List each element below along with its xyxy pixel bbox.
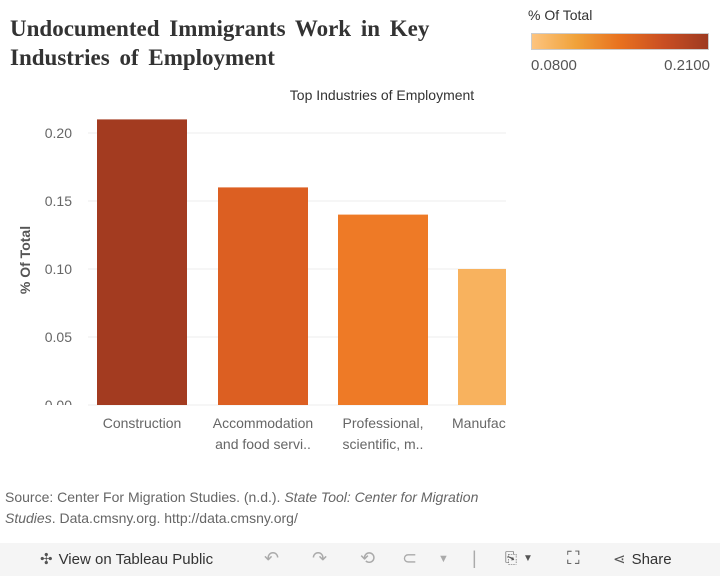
y-tick-label: 0.10 xyxy=(45,261,72,277)
view-on-tableau-button[interactable]: ✣ View on Tableau Public xyxy=(40,550,214,569)
y-axis-label: % Of Total xyxy=(17,226,33,294)
bar xyxy=(338,214,428,405)
tableau-logo-icon: ✣ xyxy=(40,551,53,568)
source-citation: Source: Center For Migration Studies. (n… xyxy=(5,487,485,529)
chart-title: Top Industries of Employment xyxy=(290,87,475,103)
view-on-tableau-label: View on Tableau Public xyxy=(58,550,214,568)
bar xyxy=(218,187,308,405)
legend-min: 0.0800 xyxy=(531,57,577,74)
x-tick-label: Manufac xyxy=(452,415,506,431)
x-tick-label: Professional, xyxy=(343,415,424,431)
refresh-dropdown-icon[interactable]: ▼ xyxy=(438,553,449,565)
bar-chart: Top Industries of Employment % Of Total 0.… xyxy=(17,87,506,452)
legend-title: % Of Total xyxy=(528,7,593,23)
download-dropdown-icon[interactable]: ▼ xyxy=(523,553,533,564)
y-tick-label: 0.20 xyxy=(45,125,72,141)
y-tick-label: 0.05 xyxy=(45,329,72,345)
dashboard-title: Undocumented Immigrants Work in Key Indu… xyxy=(10,16,430,70)
fullscreen-icon[interactable]: ⛶ xyxy=(567,548,580,568)
refresh-icon[interactable]: ⊂ xyxy=(402,548,418,568)
redo-icon[interactable]: ↷ xyxy=(312,548,328,568)
source-url: . Data.cmsny.org. http://data.cmsny.org/ xyxy=(51,510,298,526)
toolbar-divider: | xyxy=(472,548,477,568)
source-text: Source: Center For Migration Studies. (n… xyxy=(5,489,285,505)
y-tick-label: 0.15 xyxy=(45,193,72,209)
share-button[interactable]: ⋖ Share xyxy=(613,550,672,569)
x-tick-label: Construction xyxy=(103,415,182,431)
bar xyxy=(97,119,187,405)
x-tick-label: scientific, m.. xyxy=(343,436,424,452)
bar xyxy=(458,269,506,405)
color-legend-gradient xyxy=(531,33,709,50)
undo-icon[interactable]: ↶ xyxy=(264,548,280,568)
share-icon: ⋖ xyxy=(613,551,626,568)
download-icon[interactable]: ⎘ ▼ xyxy=(505,550,533,567)
tableau-toolbar: ✣ View on Tableau Public ↶ ↷ ⟲ ⊂ ▼ | ⎘ ▼ … xyxy=(0,543,720,576)
revert-icon[interactable]: ⟲ xyxy=(360,548,376,568)
share-label: Share xyxy=(631,550,672,568)
x-tick-label: and food servi.. xyxy=(215,436,311,452)
legend-max: 0.2100 xyxy=(664,57,710,74)
source-title: State Tool: Center for Migration Studies xyxy=(5,489,479,526)
y-tick-label: 0.00 xyxy=(45,397,72,413)
x-tick-label: Accommodation xyxy=(213,415,313,431)
